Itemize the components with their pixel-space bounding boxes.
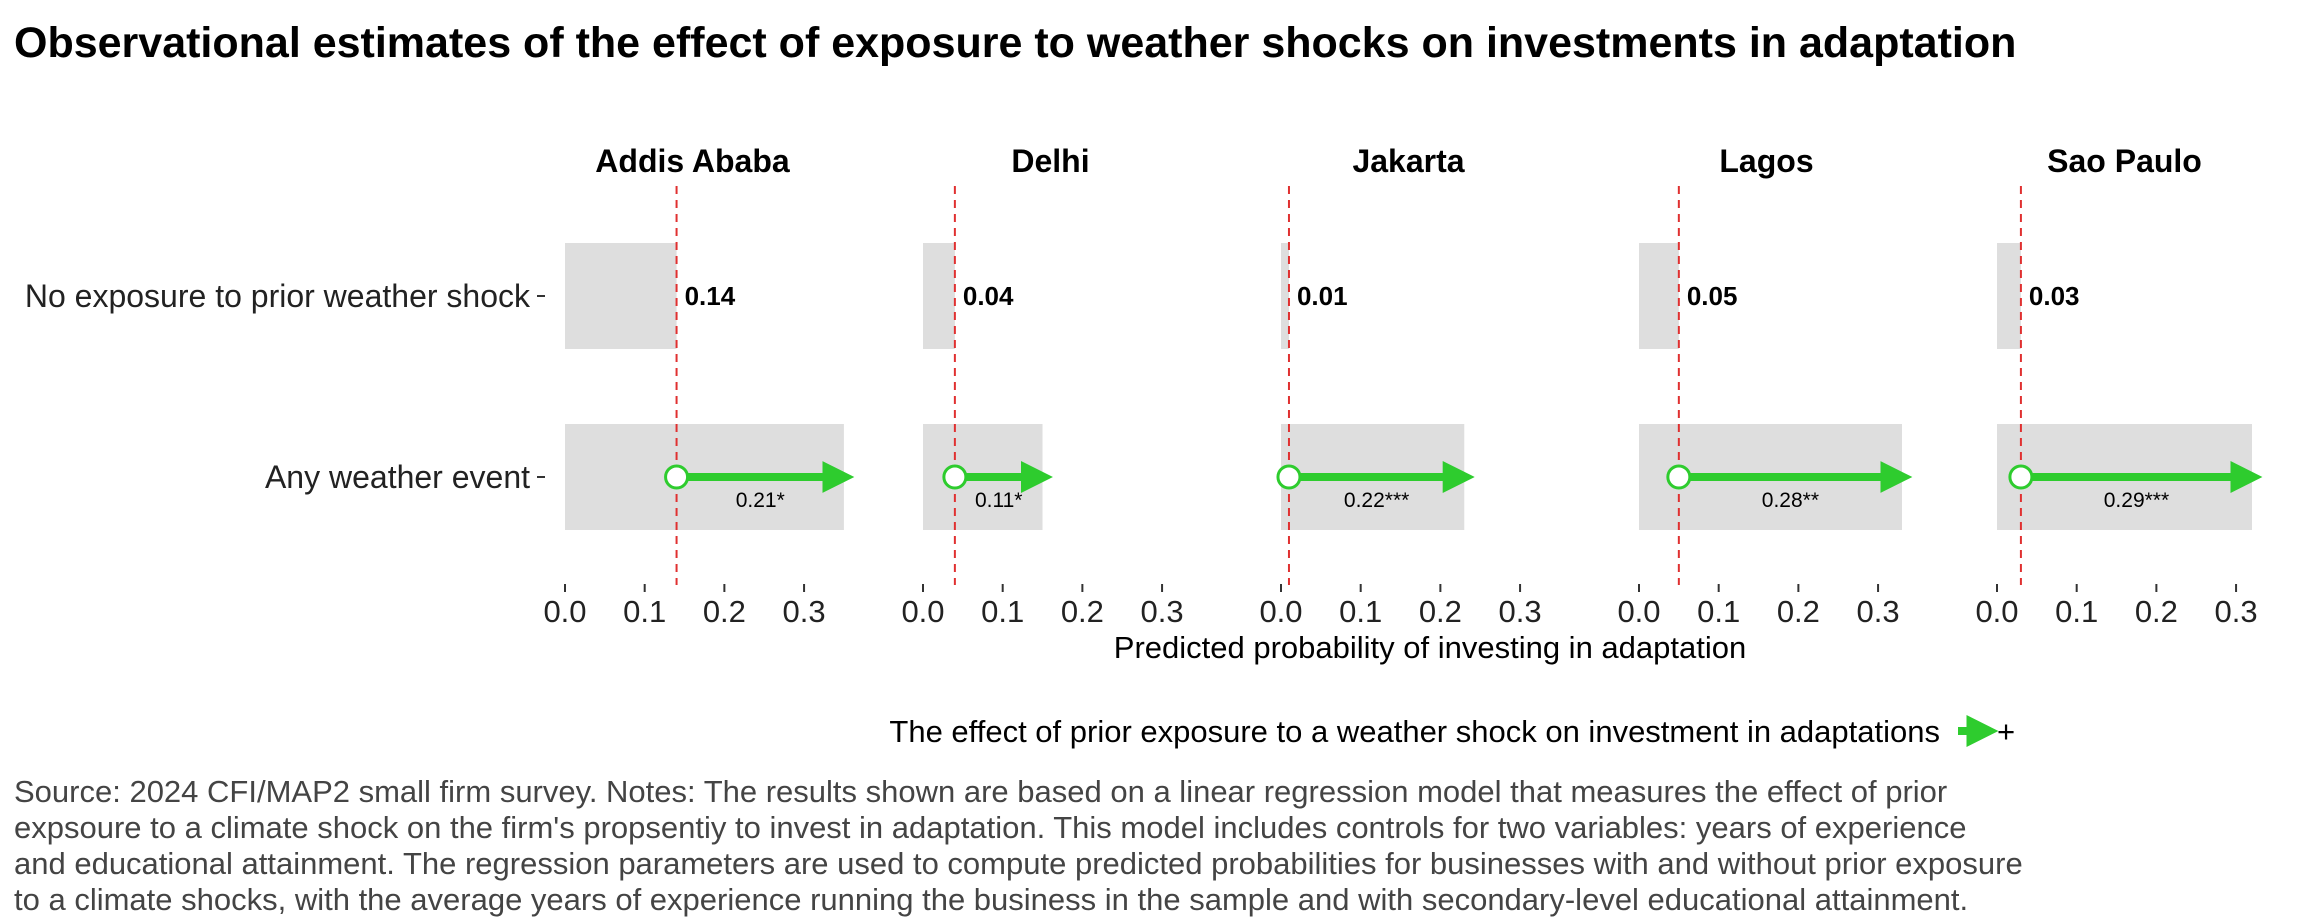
facet-panel: Addis Ababa 0.14 0.21* 0.0 0.1 0.2 0.3 <box>543 143 855 629</box>
x-tick-label: 0.3 <box>783 594 826 629</box>
x-tick-label: 0.0 <box>1975 594 2018 629</box>
y-axis-label: Any weather event <box>265 459 530 495</box>
x-tick-label: 0.2 <box>1777 594 1820 629</box>
x-axis-title: Predicted probability of investing in ad… <box>1114 630 1746 665</box>
caption: Source: 2024 CFI/MAP2 small firm survey.… <box>14 774 2023 917</box>
bar-no-exposure <box>923 243 955 349</box>
baseline-point <box>664 464 690 490</box>
facet-panel: Delhi 0.04 0.11* 0.0 0.1 0.2 0.3 <box>901 143 1183 629</box>
legend-title: The effect of prior exposure to a weathe… <box>889 714 1940 749</box>
caption-line: expsoure to a climate shock on the firm'… <box>14 810 1966 845</box>
baseline-value-label: 0.05 <box>1687 281 1738 311</box>
chart-title: Observational estimates of the effect of… <box>14 19 2016 67</box>
bar-no-exposure <box>1281 243 1289 349</box>
facet-label: Addis Ababa <box>595 143 790 179</box>
legend-entry-label: + <box>1997 714 2015 749</box>
y-axis-label: No exposure to prior weather shock <box>25 278 531 314</box>
caption-line: Source: 2024 CFI/MAP2 small firm survey.… <box>14 774 1947 809</box>
baseline-point <box>942 464 968 490</box>
baseline-point <box>1276 464 1302 490</box>
x-tick-label: 0.0 <box>1617 594 1660 629</box>
x-tick-label: 0.3 <box>1857 594 1900 629</box>
x-tick-label: 0.1 <box>981 594 1024 629</box>
y-axis: No exposure to prior weather shock Any we… <box>25 278 545 495</box>
x-tick-label: 0.0 <box>901 594 944 629</box>
facet-panels: Addis Ababa 0.14 0.21* 0.0 0.1 0.2 0.3 Delhi 0.0… <box>543 143 2263 629</box>
facet-label: Jakarta <box>1352 143 1464 179</box>
baseline-value-label: 0.01 <box>1297 281 1348 311</box>
x-tick-label: 0.3 <box>2215 594 2258 629</box>
facet-panel: Jakarta 0.01 0.22*** 0.0 0.1 0.2 0.3 <box>1259 143 1541 629</box>
x-tick-label: 0.2 <box>2135 594 2178 629</box>
x-tick-label: 0.0 <box>543 594 586 629</box>
facet-panel: Lagos 0.05 0.28** 0.0 0.1 0.2 0.3 <box>1617 143 1913 629</box>
x-tick-label: 0.2 <box>703 594 746 629</box>
caption-line: to a climate shocks, with the average ye… <box>14 882 1968 917</box>
x-tick-label: 0.1 <box>1339 594 1382 629</box>
effect-value-label: 0.29*** <box>2104 489 2169 512</box>
baseline-point <box>2008 464 2034 490</box>
x-tick-label: 0.1 <box>2055 594 2098 629</box>
x-tick-label: 0.1 <box>1697 594 1740 629</box>
x-tick-label: 0.2 <box>1061 594 1104 629</box>
x-tick-label: 0.1 <box>623 594 666 629</box>
facet-label: Sao Paulo <box>2047 143 2202 179</box>
baseline-value-label: 0.03 <box>2029 281 2080 311</box>
bar-no-exposure <box>1639 243 1679 349</box>
x-tick-label: 0.3 <box>1141 594 1184 629</box>
caption-line: and educational attainment. The regressi… <box>14 846 2023 881</box>
facet-label: Lagos <box>1719 143 1813 179</box>
baseline-point <box>1666 464 1692 490</box>
baseline-value-label: 0.14 <box>685 281 736 311</box>
x-tick-label: 0.2 <box>1419 594 1462 629</box>
bar-no-exposure <box>565 243 677 349</box>
effect-value-label: 0.11* <box>975 489 1023 512</box>
bar-no-exposure <box>1997 243 2021 349</box>
facet-label: Delhi <box>1011 143 1089 179</box>
x-tick-label: 0.3 <box>1499 594 1542 629</box>
legend: The effect of prior exposure to a weathe… <box>889 714 2015 749</box>
effect-value-label: 0.22*** <box>1344 489 1409 512</box>
effect-value-label: 0.28** <box>1762 489 1819 512</box>
effect-value-label: 0.21* <box>736 489 785 512</box>
facet-panel: Sao Paulo 0.03 0.29*** 0.0 0.1 0.2 0.3 <box>1975 143 2263 629</box>
baseline-value-label: 0.04 <box>963 281 1014 311</box>
x-tick-label: 0.0 <box>1259 594 1302 629</box>
